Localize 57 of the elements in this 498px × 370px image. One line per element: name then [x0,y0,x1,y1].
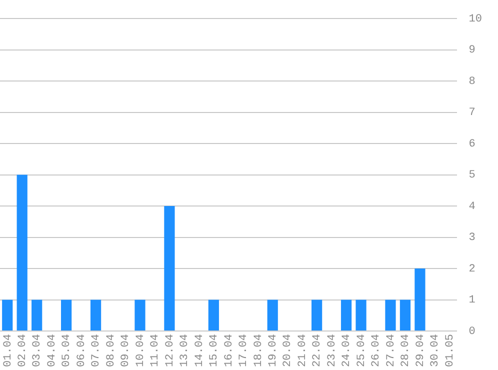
bar [32,300,42,330]
x-tick-label: 06.04 [76,334,88,368]
bar [312,300,322,330]
x-tick-label: 19.04 [268,334,280,368]
x-tick-label: 24.04 [341,334,354,368]
y-tick-label: 0 [468,326,476,338]
x-tick-label: 30.04 [430,334,442,368]
x-tick-label: 17.04 [238,334,250,368]
x-tick-label: 15.04 [208,334,221,368]
y-tick-label: 1 [468,294,476,307]
x-tick-label: 16.04 [223,334,236,368]
x-tick-label: 20.04 [282,334,294,368]
bar [400,300,411,330]
x-tick-label: 23.04 [326,334,338,368]
bar [2,300,13,330]
x-tick-label: 21.04 [296,334,309,368]
x-tick-label: 29.04 [414,334,427,368]
bar [340,300,352,330]
bar [267,300,278,330]
bar [61,300,72,330]
bar [385,300,396,330]
x-tick-label: 14.04 [194,334,206,368]
x-tick-label: 03.04 [32,334,44,368]
x-tick-label: 22.04 [312,334,324,368]
y-tick-label: 6 [468,138,476,150]
x-tick-label: 04.04 [46,334,58,368]
x-tick-label: 10.04 [134,334,147,368]
y-tick-label: 5 [468,170,476,182]
y-tick-label: 3 [468,232,476,244]
x-tick-label: 02.04 [17,334,30,368]
bar [90,300,102,330]
x-tick-label: 12.04 [164,334,176,368]
y-tick-label: 9 [468,44,476,57]
x-tick-label: 28.04 [400,334,412,368]
y-tick-label: 2 [468,263,476,276]
y-tick-label: 10 [468,14,482,26]
x-tick-label: 13.04 [179,334,192,368]
bar [134,300,146,330]
bar [164,206,175,330]
x-tick-label: 11.04 [150,334,162,368]
x-tick-label: 01.04 [2,334,14,368]
y-tick-label: 7 [468,107,476,120]
x-tick-label: 05.04 [61,334,74,368]
x-tick-label: 01.05 [444,334,456,368]
y-tick-label: 4 [468,200,476,213]
bar [208,300,219,330]
x-tick-label: 07.04 [90,334,103,368]
x-tick-label: 25.04 [356,334,368,368]
x-tick-label: 18.04 [252,334,265,368]
y-tick-label: 8 [468,76,476,88]
x-tick-label: 26.04 [370,334,383,368]
bar [16,174,28,330]
x-tick-label: 09.04 [120,334,132,368]
x-tick-label: 27.04 [385,334,398,368]
x-tick-label: 08.04 [105,334,118,368]
bar [356,300,366,330]
bar [414,268,426,330]
